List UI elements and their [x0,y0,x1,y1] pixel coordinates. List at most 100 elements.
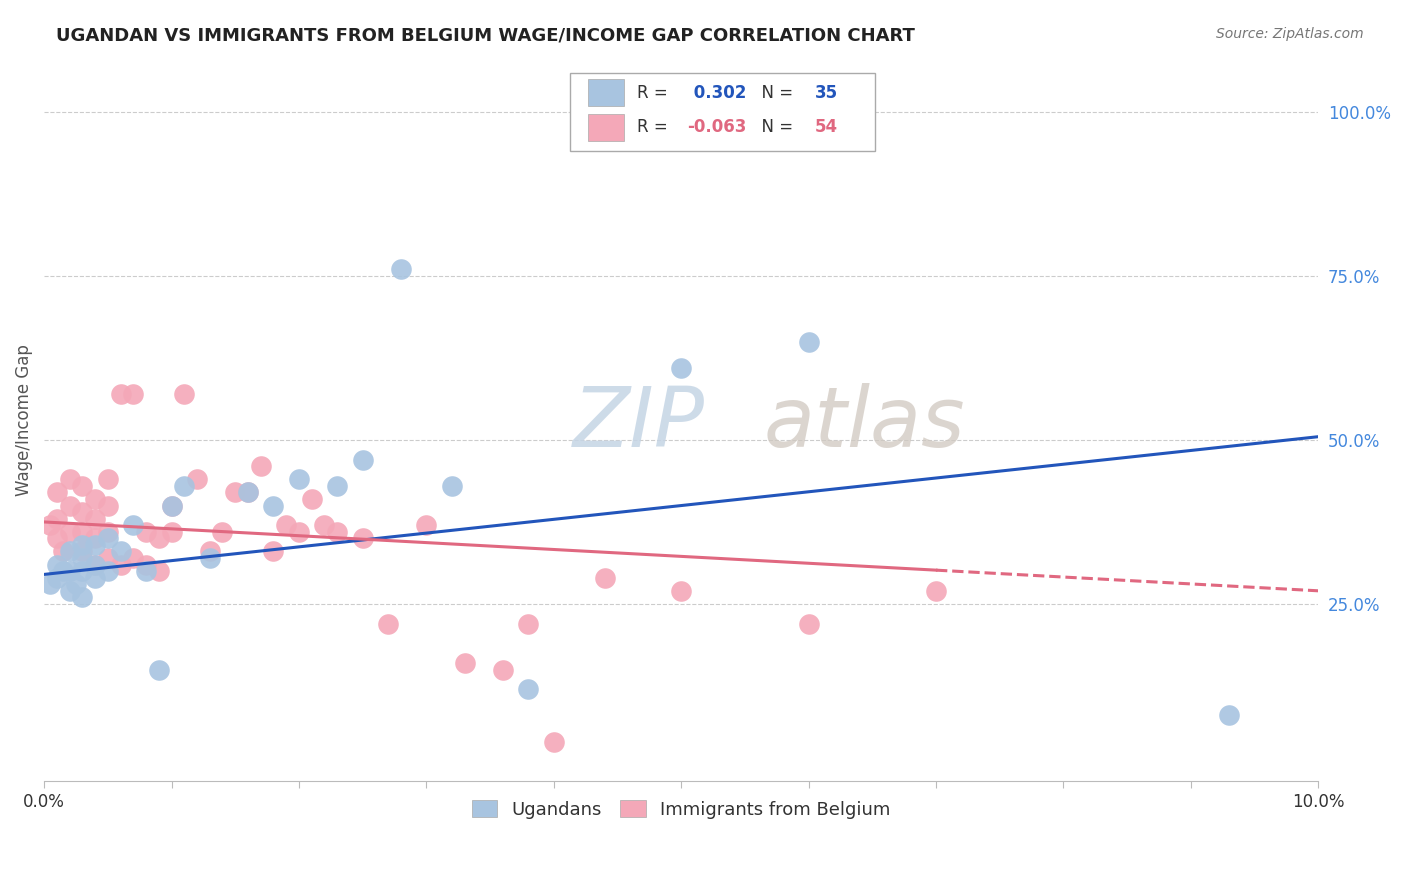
Point [288,524,311,539]
Point [249,459,271,474]
Point [389,262,412,277]
Point [52,544,75,558]
Point [262,499,284,513]
Point [97,564,120,578]
Point [160,499,183,513]
Text: UGANDAN VS IMMIGRANTS FROM BELGIUM WAGE/INCOME GAP CORRELATION CHART: UGANDAN VS IMMIGRANTS FROM BELGIUM WAGE/… [56,27,915,45]
Point [84,511,107,525]
Point [84,558,107,572]
Text: R =: R = [637,119,672,136]
Point [135,524,157,539]
Point [224,485,246,500]
Point [58,472,80,486]
Point [72,505,94,519]
Text: Source: ZipAtlas.com: Source: ZipAtlas.com [1216,27,1364,41]
Point [211,524,233,539]
Point [58,524,80,539]
Point [39,577,62,591]
Point [58,564,80,578]
Text: atlas: atlas [763,384,966,465]
Point [326,524,349,539]
Point [72,544,94,558]
Point [45,571,67,585]
Point [97,472,120,486]
Point [669,360,692,375]
Point [45,511,67,525]
Point [314,518,336,533]
Text: 35: 35 [815,84,838,102]
Point [97,499,120,513]
Point [97,524,120,539]
Point [110,387,132,401]
Text: N =: N = [751,119,799,136]
Point [186,472,208,486]
Point [45,532,67,546]
Point [58,544,80,558]
Point [52,564,75,578]
Point [173,387,195,401]
Point [122,551,145,566]
FancyBboxPatch shape [588,79,624,106]
Point [797,334,820,349]
Point [58,499,80,513]
Point [148,532,170,546]
Point [198,544,221,558]
Point [276,518,298,533]
Point [160,499,183,513]
Point [925,583,948,598]
Point [122,387,145,401]
Point [669,583,692,598]
Text: ZIP: ZIP [572,384,704,465]
Point [173,479,195,493]
Point [492,663,515,677]
Point [236,485,259,500]
Point [440,479,463,493]
Point [65,577,87,591]
Point [45,485,67,500]
Point [236,485,259,500]
Point [288,472,311,486]
Point [72,551,94,566]
Point [84,558,107,572]
Point [1218,708,1240,723]
Text: 0.302: 0.302 [688,84,747,102]
Point [72,524,94,539]
Point [122,518,145,533]
Point [135,564,157,578]
Point [517,682,540,697]
Point [72,538,94,552]
Point [377,616,399,631]
Point [517,616,540,631]
Point [160,524,183,539]
Point [72,564,94,578]
FancyBboxPatch shape [571,72,875,152]
Point [97,551,120,566]
Point [148,663,170,677]
Point [198,551,221,566]
Point [84,538,107,552]
Point [352,532,374,546]
Point [352,452,374,467]
Text: 54: 54 [815,119,838,136]
Point [72,591,94,605]
Point [45,558,67,572]
Point [58,583,80,598]
Point [543,734,565,748]
Point [110,544,132,558]
Point [415,518,437,533]
Point [84,491,107,506]
Text: R =: R = [637,84,672,102]
Point [72,479,94,493]
Point [84,571,107,585]
Point [39,518,62,533]
Point [453,656,475,670]
Point [135,558,157,572]
Y-axis label: Wage/Income Gap: Wage/Income Gap [15,344,32,496]
Point [97,532,120,546]
Point [84,532,107,546]
Point [148,564,170,578]
Text: N =: N = [751,84,799,102]
Point [326,479,349,493]
Legend: Ugandans, Immigrants from Belgium: Ugandans, Immigrants from Belgium [465,793,897,826]
Point [797,616,820,631]
